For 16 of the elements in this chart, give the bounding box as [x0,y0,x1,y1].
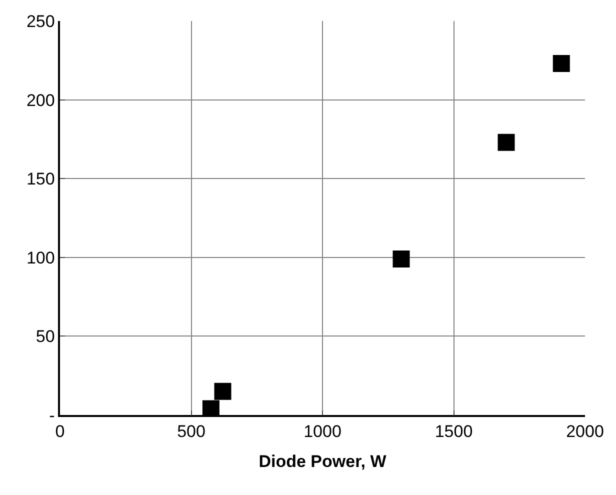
x-tick-label: 500 [177,422,206,442]
y-tick-label: 250 [26,12,55,31]
point [498,134,515,151]
y-tick-label: 150 [26,170,55,189]
point [552,55,570,72]
y-tick-label: - [49,406,55,425]
x-tick-label: 1500 [434,422,473,442]
point [214,382,232,400]
x-tick-label: 1000 [304,422,342,442]
y-tick-label: 100 [26,248,55,268]
x-tick-label: 0 [55,422,65,442]
y-tick-label: 50 [36,327,55,346]
y-tick-label: 200 [26,90,55,110]
x-tick-label: 2000 [566,422,604,442]
x-axis-title: Diode Power, W [258,452,388,472]
point [392,250,410,268]
